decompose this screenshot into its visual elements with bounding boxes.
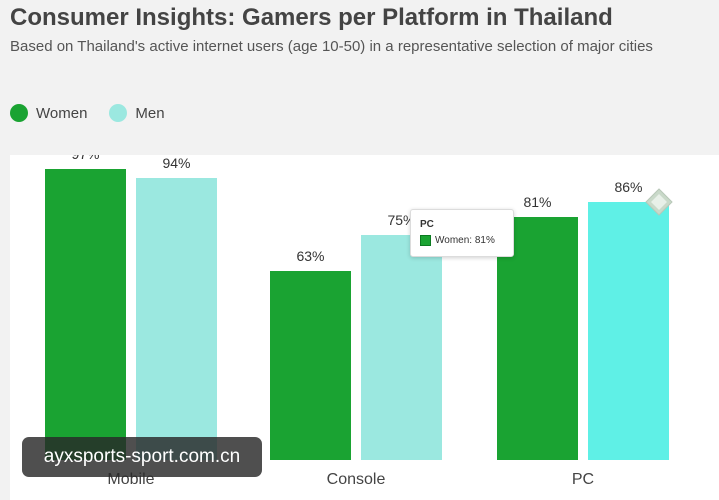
- x-tick-label-pc: PC: [572, 471, 594, 488]
- chart-title: Consumer Insights: Gamers per Platform i…: [10, 4, 613, 31]
- legend-item-men[interactable]: Men: [109, 104, 165, 122]
- legend-item-women[interactable]: Women: [10, 104, 87, 122]
- bar-mobile-women[interactable]: [45, 169, 126, 460]
- bar-mobile-men[interactable]: [136, 178, 217, 460]
- tooltip-title: PC: [420, 219, 434, 230]
- bar-pc-women[interactable]: [497, 217, 578, 460]
- legend-swatch-men: [109, 104, 128, 122]
- data-label-mobile-women: 97%: [71, 155, 99, 162]
- tooltip-row: Women: 81%: [420, 235, 513, 246]
- legend-swatch-women: [10, 104, 28, 122]
- tooltip-pc: PC Women: 81%: [410, 209, 514, 257]
- diamond-logo-icon: [645, 188, 673, 216]
- legend: Women Men: [10, 104, 165, 122]
- data-label-pc-women: 81%: [523, 194, 551, 210]
- tooltip-swatch: [420, 235, 431, 246]
- bar-pc-men[interactable]: [588, 202, 669, 460]
- tooltip-value: Women: 81%: [435, 235, 495, 246]
- legend-label-women: Women: [36, 104, 88, 122]
- data-label-console-women: 63%: [296, 248, 324, 264]
- legend-label-men: Men: [135, 104, 165, 122]
- watermark: ayxsports-sport.com.cn: [22, 437, 262, 477]
- bar-console-men[interactable]: [361, 235, 442, 460]
- data-label-pc-men: 86%: [614, 179, 642, 195]
- x-tick-label-console: Console: [327, 471, 386, 488]
- chart-subtitle: Based on Thailand's active internet user…: [10, 38, 653, 55]
- data-label-console-men: 75%: [387, 212, 415, 228]
- bar-console-women[interactable]: [270, 271, 351, 460]
- data-label-mobile-men: 94%: [162, 155, 190, 171]
